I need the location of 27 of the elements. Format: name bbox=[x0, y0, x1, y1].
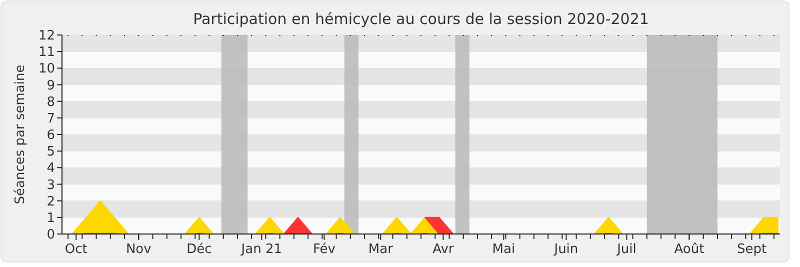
y-tick-label: 4 bbox=[46, 161, 55, 176]
y-tick-label: 11 bbox=[38, 45, 55, 60]
x-tick-label: Sept bbox=[736, 242, 767, 257]
y-tick-label: 10 bbox=[38, 62, 55, 77]
y-axis-title: Séances par semaine bbox=[13, 64, 28, 204]
y-tick-label: 1 bbox=[46, 210, 55, 226]
y-tick-label: 6 bbox=[46, 128, 55, 144]
x-tick-label: Juil bbox=[616, 242, 636, 257]
x-tick-label: Jan 21 bbox=[240, 242, 282, 257]
x-tick-label: Avr bbox=[432, 242, 454, 257]
x-tick-label: Mai bbox=[492, 242, 516, 257]
y-tick-label: 0 bbox=[46, 228, 55, 243]
chart-title: Participation en hémicycle au cours de la session 2020-2021 bbox=[193, 10, 649, 28]
y-tick-label: 5 bbox=[46, 144, 55, 160]
y-tick-label: 2 bbox=[46, 194, 55, 210]
y-tick-label: 8 bbox=[46, 94, 55, 110]
y-tick-label: 3 bbox=[46, 178, 55, 193]
y-tick-label: 12 bbox=[38, 28, 55, 44]
x-tick-label: Fév bbox=[312, 242, 336, 257]
y-tick-label: 7 bbox=[46, 111, 55, 126]
x-tick-label: Mar bbox=[368, 242, 394, 257]
x-tick-label: Août bbox=[674, 242, 704, 257]
y-tick-label: 9 bbox=[46, 78, 55, 94]
x-tick-label: Juin bbox=[553, 242, 578, 257]
x-tick-label: Nov bbox=[126, 242, 152, 257]
x-tick-label: Oct bbox=[64, 242, 88, 257]
x-tick-label: Déc bbox=[186, 242, 212, 257]
